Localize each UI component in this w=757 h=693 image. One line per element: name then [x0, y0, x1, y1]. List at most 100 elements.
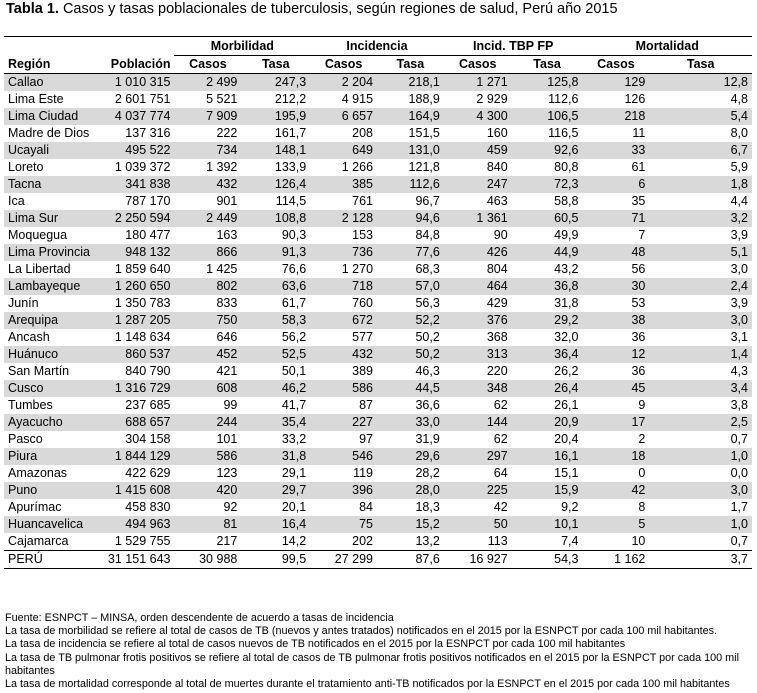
cell-incidencia-casos: 2 204 [310, 73, 378, 91]
table-row: Cajamarca 1 529 755 217 14,2 202 13,2 113 7,4 10… [4, 533, 752, 551]
cell-morbilidad-tasa: 76,6 [241, 261, 311, 278]
cell-incidencia-casos: 6 657 [310, 108, 378, 125]
cell-region: Tumbes [4, 397, 104, 414]
cell-region: Pasco [4, 431, 104, 448]
cell-incidencia-tasa: 50,2 [377, 329, 444, 346]
cell-morbilidad-tasa: 90,3 [241, 227, 311, 244]
table-row: Arequipa 1 287 205 750 58,3 672 52,2 376 29,2 38… [4, 312, 752, 329]
cell-incidencia-tasa: 218,1 [377, 73, 444, 91]
cell-tbpfp-tasa: 9,2 [511, 499, 583, 516]
cell-incidencia-casos: 577 [310, 329, 378, 346]
cell-poblacion: 1 287 205 [103, 312, 175, 329]
table-row: Ayacucho 688 657 244 35,4 227 33,0 144 20,9 17 2,… [4, 414, 752, 431]
cell-morbilidad-tasa: 14,2 [241, 533, 311, 551]
table-row: Ucayali 495 522 734 148,1 649 131,0 459 92,6 33 6… [4, 142, 752, 159]
cell-mortalidad-casos: 17 [582, 414, 650, 431]
cell-incidencia-tasa: 121,8 [377, 159, 444, 176]
cell-tbpfp-casos: 297 [443, 448, 512, 465]
cell-poblacion: 458 830 [103, 499, 175, 516]
group-header-row: Morbilidad Incidencia Incid. TBP FP Mort… [4, 36, 752, 56]
cell-tbpfp-tasa: 7,4 [511, 533, 583, 551]
cell-region: Junín [4, 295, 104, 312]
table-row: La Libertad 1 859 640 1 425 76,6 1 270 68,3 80… [4, 261, 752, 278]
table-row: Cusco 1 316 729 608 46,2 586 44,5 348 26,4 45 3,4 [4, 380, 752, 397]
cell-morbilidad-tasa: 91,3 [241, 244, 311, 261]
cell-tbpfp-casos: 62 [443, 431, 512, 448]
cell-mortalidad-casos: 42 [582, 482, 650, 499]
footnote: La tasa de morbilidad se refiere al tota… [5, 625, 718, 638]
cell-morbilidad-tasa: 29,1 [241, 465, 311, 482]
table-caption: Casos y tasas poblacionales de tuberculo… [62, 1, 618, 17]
table-row: Tumbes 237 685 99 41,7 87 36,6 62 26,1 9 3,8 [4, 397, 752, 414]
cell-tbpfp-casos: 113 [443, 533, 512, 551]
cell-morbilidad-casos: 734 [174, 142, 242, 159]
footnote: Fuente: ESNPCT – MINSA, orden descendent… [5, 612, 394, 624]
cell-incidencia-tasa: 164,9 [377, 108, 444, 125]
cell-morbilidad-casos: 99 [174, 397, 242, 414]
cell-mortalidad-tasa: 3,9 [649, 295, 752, 312]
cell-morbilidad-tasa: 50,1 [241, 363, 311, 380]
cell-mortalidad-tasa: 2,5 [649, 414, 752, 431]
cell-morbilidad-casos: 163 [174, 227, 242, 244]
cell-morbilidad-casos: 432 [174, 176, 242, 193]
cell-poblacion: 31 151 643 [103, 550, 175, 569]
cell-incidencia-casos: 718 [310, 278, 378, 295]
cell-tbpfp-casos: 459 [443, 142, 512, 159]
cell-mortalidad-casos: 1 162 [582, 550, 650, 569]
cell-region: Lambayeque [4, 278, 104, 295]
cell-morbilidad-tasa: 195,9 [241, 108, 311, 125]
table-row: Lima Este 2 601 751 5 521 212,2 4 915 188,9 2 … [4, 91, 752, 108]
table-row: Loreto 1 039 372 1 392 133,9 1 266 121,8 840 80… [4, 159, 752, 176]
cell-tbpfp-casos: 247 [443, 176, 512, 193]
cell-incidencia-casos: 389 [310, 363, 378, 380]
cell-incidencia-casos: 672 [310, 312, 378, 329]
cell-incidencia-casos: 396 [310, 482, 378, 499]
cell-morbilidad-casos: 750 [174, 312, 242, 329]
cell-incidencia-casos: 208 [310, 125, 378, 142]
cell-mortalidad-casos: 48 [582, 244, 650, 261]
cell-incidencia-tasa: 44,5 [377, 380, 444, 397]
cell-mortalidad-tasa: 3,4 [649, 380, 752, 397]
cell-morbilidad-casos: 421 [174, 363, 242, 380]
table-row: Lima Ciudad 4 037 774 7 909 195,9 6 657 164,9… [4, 108, 752, 125]
cell-incidencia-casos: 1 266 [310, 159, 378, 176]
cell-mortalidad-casos: 38 [582, 312, 650, 329]
cell-mortalidad-tasa: 4,8 [649, 91, 752, 108]
cell-mortalidad-tasa: 4,3 [649, 363, 752, 380]
cell-poblacion: 1 415 608 [103, 482, 175, 499]
cell-morbilidad-tasa: 58,3 [241, 312, 311, 329]
cell-region: Ancash [4, 329, 104, 346]
cell-mortalidad-tasa: 1,7 [649, 499, 752, 516]
cell-morbilidad-casos: 2 499 [174, 73, 242, 91]
cell-mortalidad-tasa: 0,7 [649, 431, 752, 448]
cell-incidencia-tasa: 46,3 [377, 363, 444, 380]
cell-morbilidad-tasa: 46,2 [241, 380, 311, 397]
cell-morbilidad-casos: 1 425 [174, 261, 242, 278]
cell-region: Madre de Dios [4, 125, 104, 142]
cell-region: Lima Este [4, 91, 104, 108]
cell-mortalidad-tasa: 2,4 [649, 278, 752, 295]
cell-poblacion: 787 170 [103, 193, 175, 210]
cell-incidencia-tasa: 28,0 [377, 482, 444, 499]
cell-morbilidad-casos: 7 909 [174, 108, 242, 125]
cell-incidencia-casos: 546 [310, 448, 378, 465]
cell-incidencia-casos: 119 [310, 465, 378, 482]
group-morbilidad: Morbilidad [174, 36, 311, 56]
cell-incidencia-tasa: 28,2 [377, 465, 444, 482]
cell-tbpfp-casos: 225 [443, 482, 512, 499]
cell-mortalidad-tasa: 1,0 [649, 448, 752, 465]
cell-poblacion: 1 148 634 [103, 329, 175, 346]
cell-tbpfp-tasa: 36,8 [511, 278, 583, 295]
cell-poblacion: 4 037 774 [103, 108, 175, 125]
cell-mortalidad-tasa: 1,0 [649, 516, 752, 533]
cell-morbilidad-tasa: 63,6 [241, 278, 311, 295]
table-row: Junín 1 350 783 833 61,7 760 56,3 429 31,8 53 3,9 [4, 295, 752, 312]
cell-mortalidad-casos: 8 [582, 499, 650, 516]
cell-morbilidad-casos: 81 [174, 516, 242, 533]
cell-tbpfp-casos: 348 [443, 380, 512, 397]
table-row: Piura 1 844 129 586 31,8 546 29,6 297 16,1 18 1,0 [4, 448, 752, 465]
footnote: La tasa de incidencia se refiere al tota… [5, 638, 626, 651]
cell-morbilidad-tasa: 56,2 [241, 329, 311, 346]
cell-region: San Martín [4, 363, 104, 380]
cell-tbpfp-tasa: 16,1 [511, 448, 583, 465]
